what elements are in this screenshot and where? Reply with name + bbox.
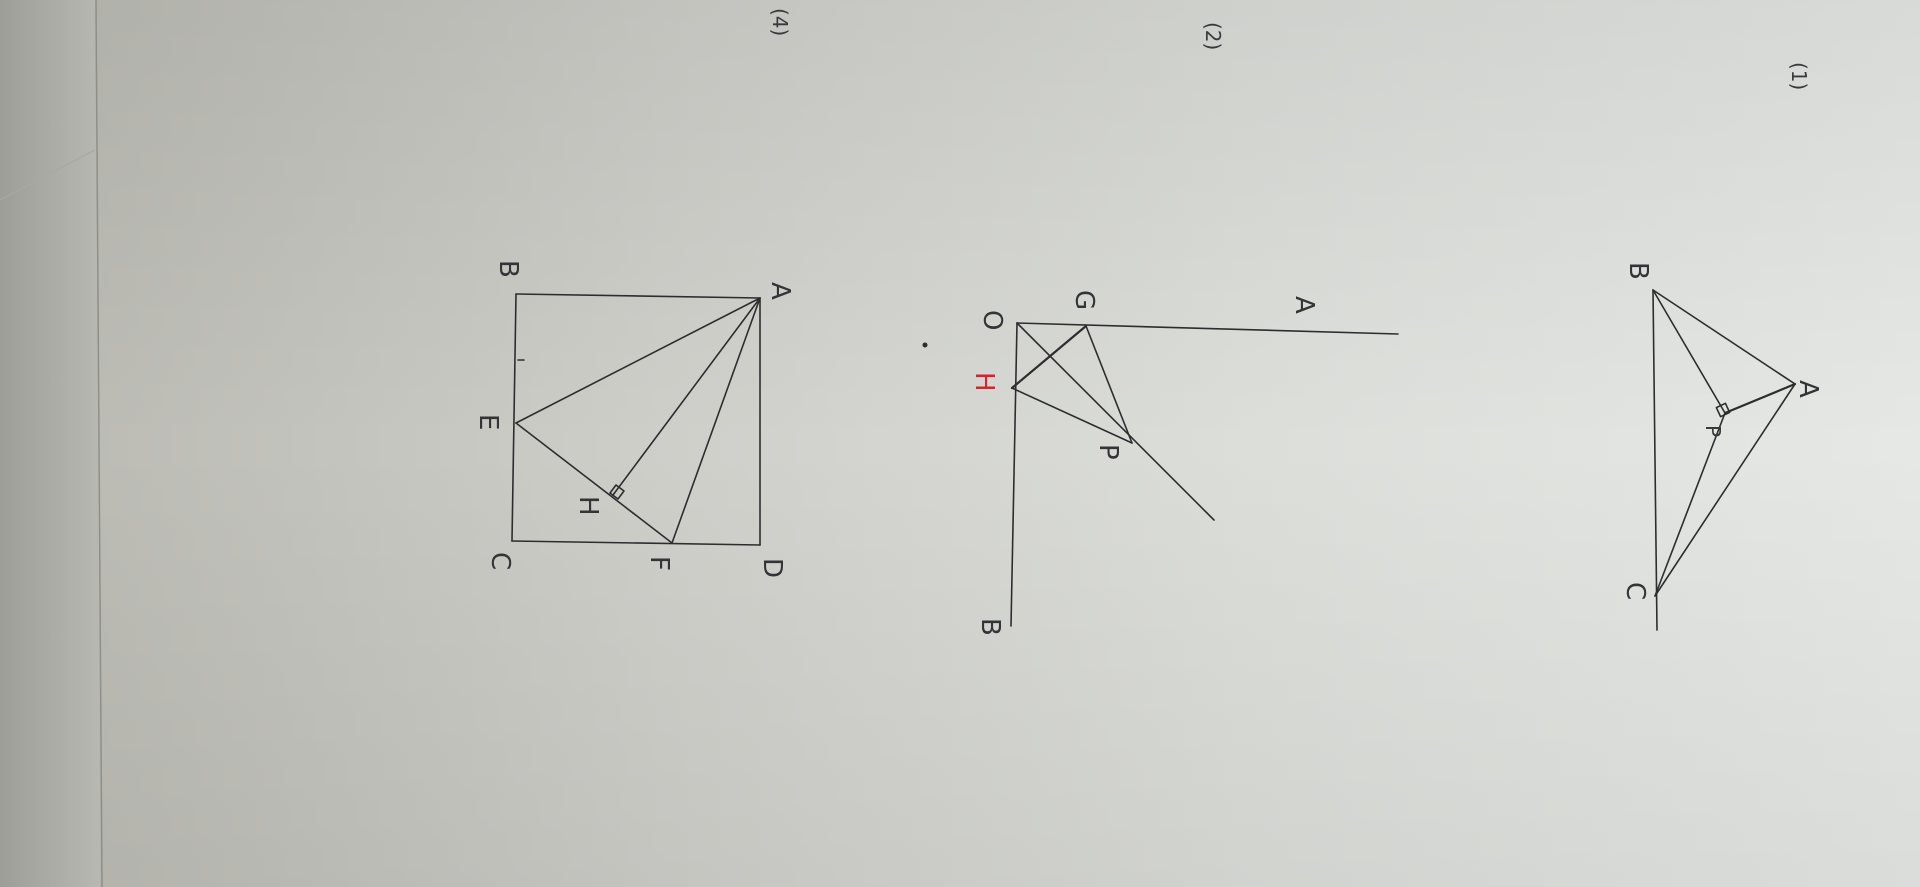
fig4-label-h: H [573, 496, 603, 516]
fig2-label-h: H [969, 372, 999, 392]
figure-2: (2) A B O G P H [922, 22, 1399, 636]
fig2-segment-gh [1010, 324, 1088, 390]
sheet-crease [0, 149, 96, 201]
figure-1: (1) A B C P [1620, 62, 1823, 631]
fig1-label-a: A [1793, 380, 1823, 398]
fig4-label-a: A [765, 282, 795, 300]
problem-1-number: (1) [1787, 62, 1811, 90]
fig1-segment-bc [1652, 289, 1658, 631]
figure-4: (4) A B C D E F H [473, 8, 795, 578]
problem-2-number: (2) [1201, 22, 1225, 50]
fig2-ray-oa [1016, 322, 1399, 335]
problem-4-number: (4) [768, 8, 792, 36]
fig1-segment-cp [1654, 412, 1726, 597]
underlying-sheet-edge [0, 0, 100, 887]
fig1-label-b: B [1623, 262, 1653, 280]
fig4-label-b: B [493, 260, 523, 278]
fig2-segment-hp [1011, 387, 1133, 444]
fig4-side-ab [515, 293, 761, 299]
fig1-segment-ap [1723, 382, 1797, 415]
fig1-label-c: C [1620, 582, 1650, 600]
fig4-right-angle-mark [609, 484, 625, 500]
fig4-segment-af [671, 297, 761, 544]
fig1-right-angle-mark [1715, 402, 1731, 418]
fig2-label-a: A [1289, 296, 1319, 314]
fig4-label-e: E [473, 414, 503, 430]
fig2-label-g: G [1069, 290, 1099, 310]
fig4-label-f: F [644, 556, 674, 571]
fig4-segment-ef [515, 422, 673, 544]
fig4-side-bc [511, 293, 517, 542]
fig2-label-p: P [1093, 444, 1123, 460]
fig1-segment-ac [1654, 383, 1796, 597]
fig1-segment-ab [1652, 289, 1796, 385]
fig4-segment-ah [612, 297, 761, 496]
sheet-fold-line [95, 0, 103, 887]
fig1-segment-bp [1652, 289, 1726, 414]
fig4-label-c: C [485, 552, 515, 570]
fig4-segment-ae [515, 297, 761, 424]
fig2-label-o: O [977, 310, 1007, 330]
fig4-side-cd [511, 540, 761, 546]
fig2-ray-ob [1010, 322, 1018, 627]
fig2-label-b: B [975, 618, 1005, 636]
fig2-stray-dot [922, 342, 928, 348]
fig4-label-d: D [757, 558, 787, 578]
fig2-segment-gp [1085, 325, 1133, 444]
fig1-label-p: P [1701, 425, 1725, 437]
